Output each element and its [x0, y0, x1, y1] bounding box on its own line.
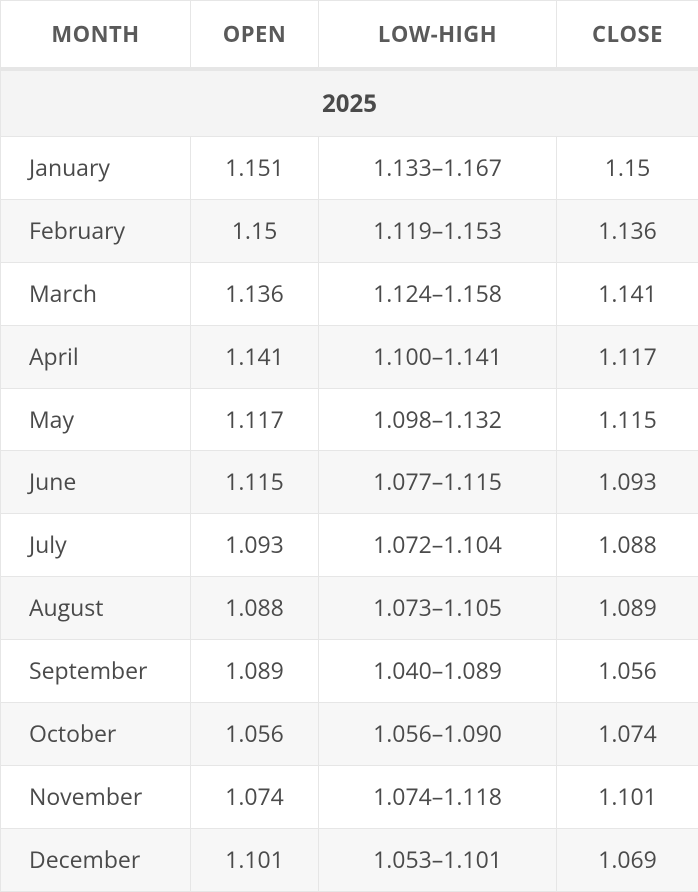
cell-close: 1.088 — [557, 514, 698, 577]
cell-lowhigh: 1.072–1.104 — [319, 514, 557, 577]
cell-month: February — [1, 199, 191, 262]
cell-month: December — [1, 828, 191, 891]
cell-close: 1.056 — [557, 640, 698, 703]
cell-month: November — [1, 765, 191, 828]
cell-lowhigh: 1.119–1.153 — [319, 199, 557, 262]
cell-month: August — [1, 577, 191, 640]
table-row: June 1.115 1.077–1.115 1.093 — [1, 451, 698, 514]
table-row: April 1.141 1.100–1.141 1.117 — [1, 325, 698, 388]
cell-open: 1.136 — [191, 262, 319, 325]
table-row: October 1.056 1.056–1.090 1.074 — [1, 703, 698, 766]
cell-open: 1.093 — [191, 514, 319, 577]
cell-month: October — [1, 703, 191, 766]
cell-lowhigh: 1.124–1.158 — [319, 262, 557, 325]
year-row: 2025 — [1, 69, 698, 137]
forecast-table: MONTH OPEN LOW-HIGH CLOSE 2025 January 1… — [0, 0, 698, 892]
cell-open: 1.088 — [191, 577, 319, 640]
cell-lowhigh: 1.073–1.105 — [319, 577, 557, 640]
cell-month: January — [1, 137, 191, 200]
cell-lowhigh: 1.098–1.132 — [319, 388, 557, 451]
cell-month: June — [1, 451, 191, 514]
cell-open: 1.089 — [191, 640, 319, 703]
col-open: OPEN — [191, 1, 319, 70]
cell-close: 1.089 — [557, 577, 698, 640]
cell-month: July — [1, 514, 191, 577]
table-row: January 1.151 1.133–1.167 1.15 — [1, 137, 698, 200]
cell-open: 1.117 — [191, 388, 319, 451]
col-month: MONTH — [1, 1, 191, 70]
table-row: September 1.089 1.040–1.089 1.056 — [1, 640, 698, 703]
cell-lowhigh: 1.077–1.115 — [319, 451, 557, 514]
table-row: March 1.136 1.124–1.158 1.141 — [1, 262, 698, 325]
col-lowhigh: LOW-HIGH — [319, 1, 557, 70]
col-close: CLOSE — [557, 1, 698, 70]
cell-open: 1.101 — [191, 828, 319, 891]
cell-close: 1.115 — [557, 388, 698, 451]
cell-month: April — [1, 325, 191, 388]
table-header: MONTH OPEN LOW-HIGH CLOSE — [1, 1, 698, 70]
table-row: November 1.074 1.074–1.118 1.101 — [1, 765, 698, 828]
cell-open: 1.151 — [191, 137, 319, 200]
cell-open: 1.074 — [191, 765, 319, 828]
table-row: May 1.117 1.098–1.132 1.115 — [1, 388, 698, 451]
cell-open: 1.115 — [191, 451, 319, 514]
table-row: February 1.15 1.119–1.153 1.136 — [1, 199, 698, 262]
table-body: 2025 January 1.151 1.133–1.167 1.15 Febr… — [1, 69, 698, 891]
cell-lowhigh: 1.040–1.089 — [319, 640, 557, 703]
cell-close: 1.093 — [557, 451, 698, 514]
header-row: MONTH OPEN LOW-HIGH CLOSE — [1, 1, 698, 70]
cell-month: May — [1, 388, 191, 451]
cell-open: 1.15 — [191, 199, 319, 262]
cell-close: 1.141 — [557, 262, 698, 325]
cell-lowhigh: 1.100–1.141 — [319, 325, 557, 388]
table-row: July 1.093 1.072–1.104 1.088 — [1, 514, 698, 577]
cell-lowhigh: 1.053–1.101 — [319, 828, 557, 891]
cell-close: 1.117 — [557, 325, 698, 388]
cell-close: 1.069 — [557, 828, 698, 891]
cell-close: 1.074 — [557, 703, 698, 766]
table-row: August 1.088 1.073–1.105 1.089 — [1, 577, 698, 640]
cell-month: September — [1, 640, 191, 703]
cell-month: March — [1, 262, 191, 325]
cell-lowhigh: 1.056–1.090 — [319, 703, 557, 766]
cell-close: 1.136 — [557, 199, 698, 262]
table-row: December 1.101 1.053–1.101 1.069 — [1, 828, 698, 891]
cell-lowhigh: 1.133–1.167 — [319, 137, 557, 200]
cell-close: 1.101 — [557, 765, 698, 828]
cell-close: 1.15 — [557, 137, 698, 200]
cell-lowhigh: 1.074–1.118 — [319, 765, 557, 828]
cell-open: 1.141 — [191, 325, 319, 388]
year-label: 2025 — [1, 69, 698, 137]
cell-open: 1.056 — [191, 703, 319, 766]
